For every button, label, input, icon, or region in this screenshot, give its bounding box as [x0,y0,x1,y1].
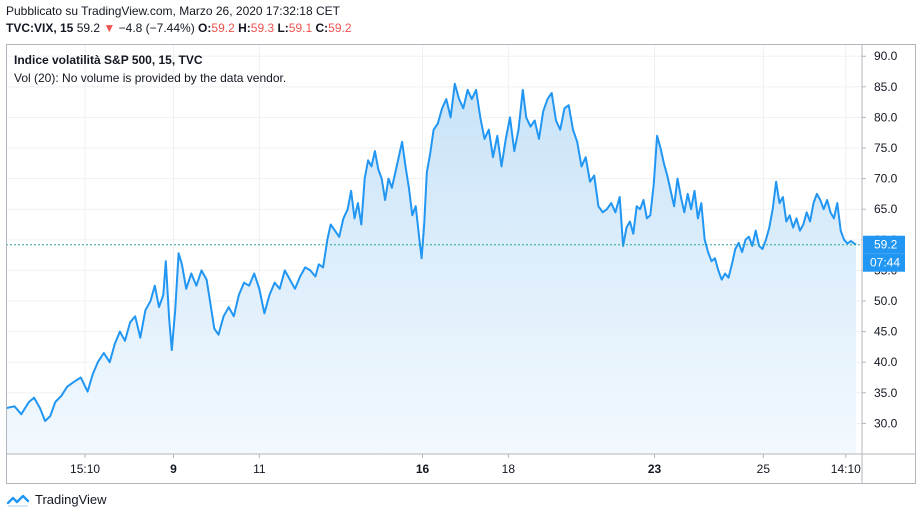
ohlc-bar: TVC:VIX, 15 59.2 ▼ −4.8 (−7.44%) O:59.2 … [6,21,352,35]
y-tick-label: 90.0 [874,49,898,63]
price-change: −4.8 (−7.44%) [118,21,195,35]
x-tick-label: 23 [648,462,662,476]
open-label: O: [198,21,212,35]
low-value: 59.1 [288,21,313,35]
x-tick-label: 25 [757,462,771,476]
close-value: 59.2 [328,21,352,35]
y-tick-label: 65.0 [874,202,898,216]
published-info: Pubblicato su TradingView.com, Marzo 26,… [6,4,340,18]
series-line [5,82,857,422]
last-price: 59.2 [76,21,101,35]
price-tag-countdown: 07:44 [870,256,900,270]
y-tick-label: 75.0 [874,141,898,155]
open-value: 59.2 [211,21,235,35]
y-tick-label: 40.0 [874,355,898,369]
high-value: 59.3 [250,21,275,35]
series-title: Indice volatilità S&P 500, 15, TVC [14,53,203,67]
x-tick-label: 16 [416,462,430,476]
y-tick-label: 50.0 [874,294,898,308]
close-label: C: [315,21,329,35]
x-tick-label: 18 [502,462,516,476]
down-arrow-icon: ▼ [103,21,116,35]
x-tick-label: 14:10 [831,462,861,476]
x-axis[interactable]: 15:10 9 11 16 18 23 25 14:10 [70,454,861,476]
y-tick-label: 85.0 [874,80,898,94]
y-tick-label: 70.0 [874,172,898,186]
y-tick-label: 30.0 [874,416,898,430]
brand-footer[interactable]: TradingView [6,492,107,507]
x-tick-label: 11 [253,462,266,476]
y-tick-label: 45.0 [874,325,898,339]
series-area [6,83,856,455]
price-tag-value: 59.2 [874,238,898,252]
chart-frame[interactable]: 30.035.040.045.050.055.060.065.070.075.0… [5,44,916,484]
y-tick-label: 35.0 [874,386,898,400]
x-tick-label: 15:10 [70,462,100,476]
plot-border [6,44,916,484]
x-tick-label: 9 [170,462,177,476]
symbol-label[interactable]: TVC:VIX, 15 [6,21,74,35]
brand-name: TradingView [35,492,107,507]
low-label: L: [277,21,289,35]
y-tick-label: 80.0 [874,110,898,124]
high-label: H: [238,21,251,35]
price-chart[interactable]: 30.035.040.045.050.055.060.065.070.075.0… [5,44,916,484]
price-tag: 59.2 07:44 [863,235,905,272]
volume-note: Vol (20): No volume is provided by the d… [14,71,286,85]
tradingview-logo-icon [6,494,30,506]
